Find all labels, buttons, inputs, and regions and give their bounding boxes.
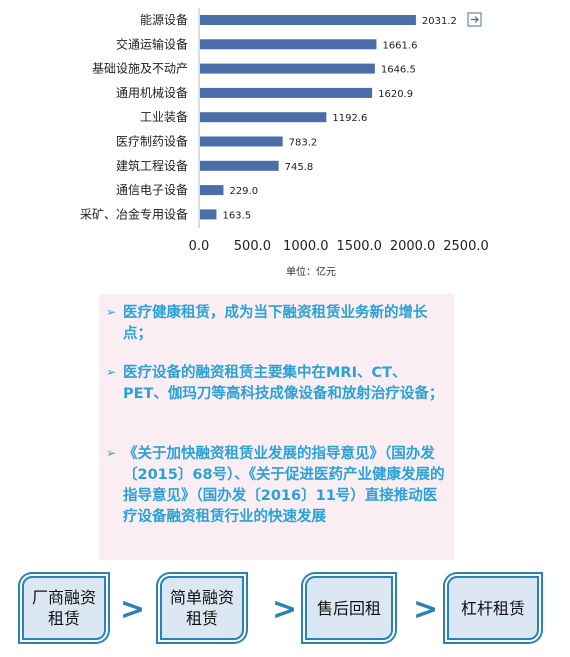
category-labels: 能源设备交通运输设备基础设施及不动产通用机械设备工业装备医疗制药设备建筑工程设备… <box>80 13 188 221</box>
value-labels: 2031.2 1661.6 1646.5 1620.9 1192.6 783.2 745.8… <box>222 16 456 221</box>
bullet-text: 医疗设备的融资租赁主要集中在MRI、CT、PET、伽玛刀等高科技成像设备和放射治… <box>123 365 444 402</box>
bar-value-label: 1646.5 <box>381 65 416 76</box>
flow-step-1: 厂商融资 租赁 <box>22 576 106 640</box>
flow-step-4: 杠杆租赁 <box>447 576 539 640</box>
bar <box>200 112 327 123</box>
bullet-text: 《关于加快融资租赁业发展的指导意见》（国办发〔2015〕68号）、《关于促进医药… <box>123 446 445 525</box>
bar <box>200 87 373 98</box>
bar <box>200 160 279 171</box>
bar <box>200 63 375 74</box>
bar-value-label: 1661.6 <box>382 40 417 51</box>
bar <box>200 185 224 196</box>
lease-type-flow: 厂商融资 租赁 > 简单融资 租赁 > 售后回租 > 杠杆租赁 <box>0 568 570 657</box>
chevron-right-icon: > <box>120 592 146 627</box>
bar-value-label: 229.0 <box>229 186 258 197</box>
category-label: 医疗制药设备 <box>116 135 188 149</box>
expand-icon[interactable] <box>467 12 482 27</box>
flow-step-2: 简单融资 租赁 <box>160 576 244 640</box>
flow-step-3: 售后回租 <box>305 576 393 640</box>
category-label: 基础设施及不动产 <box>92 62 188 76</box>
bar-value-label: 163.5 <box>222 210 251 221</box>
category-label: 采矿、冶金专用设备 <box>80 206 188 221</box>
category-label: 交通运输设备 <box>116 36 188 51</box>
bar <box>200 15 416 25</box>
x-tick-label: 1000.0 <box>283 239 329 254</box>
x-tick-labels: 0.0 500.0 1000.0 1500.0 2000.0 2500.0 <box>189 239 489 254</box>
x-tick-label: 500.0 <box>234 239 271 254</box>
arrow-bullet-icon: ➢ <box>105 305 117 319</box>
category-label: 能源设备 <box>140 13 188 27</box>
arrow-bullet-icon: ➢ <box>105 365 117 379</box>
bar-value-label: 783.2 <box>289 138 318 149</box>
x-tick-label: 2000.0 <box>390 239 436 254</box>
bullet-item-1: ➢ 医疗健康租赁，成为当下融资租赁业务新的增长点； <box>99 303 448 345</box>
bullet-text: 医疗健康租赁，成为当下融资租赁业务新的增长点； <box>123 305 428 342</box>
category-label: 工业装备 <box>140 110 188 124</box>
bar <box>200 209 217 220</box>
category-label: 通用机械设备 <box>116 85 188 100</box>
bullet-item-3: ➢ 《关于加快融资租赁业发展的指导意见》（国办发〔2015〕68号）、《关于促进… <box>99 444 448 528</box>
unit-label: 单位：亿元 <box>286 265 336 278</box>
bar <box>200 39 377 50</box>
chevron-right-icon: > <box>272 592 298 627</box>
bar-value-label: 2031.2 <box>422 16 457 27</box>
chevron-right-icon: > <box>413 592 439 627</box>
bar-value-label: 1192.6 <box>332 113 367 124</box>
category-label: 通信电子设备 <box>116 183 188 197</box>
bar-value-label: 1620.9 <box>378 89 413 100</box>
category-label: 建筑工程设备 <box>116 158 188 173</box>
bullet-panel: ➢ 医疗健康租赁，成为当下融资租赁业务新的增长点； ➢ 医疗设备的融资租赁主要集… <box>99 294 454 560</box>
bar <box>200 136 283 147</box>
x-tick-label: 0.0 <box>189 239 210 254</box>
bullet-item-2: ➢ 医疗设备的融资租赁主要集中在MRI、CT、PET、伽玛刀等高科技成像设备和放… <box>99 363 448 405</box>
bar-value-label: 745.8 <box>285 162 314 173</box>
bars <box>200 15 416 220</box>
x-tick-label: 1500.0 <box>336 239 382 254</box>
x-tick-label: 2500.0 <box>443 239 489 254</box>
bar-chart: 能源设备交通运输设备基础设施及不动产通用机械设备工业装备医疗制药设备建筑工程设备… <box>80 8 489 278</box>
arrow-bullet-icon: ➢ <box>105 446 117 460</box>
